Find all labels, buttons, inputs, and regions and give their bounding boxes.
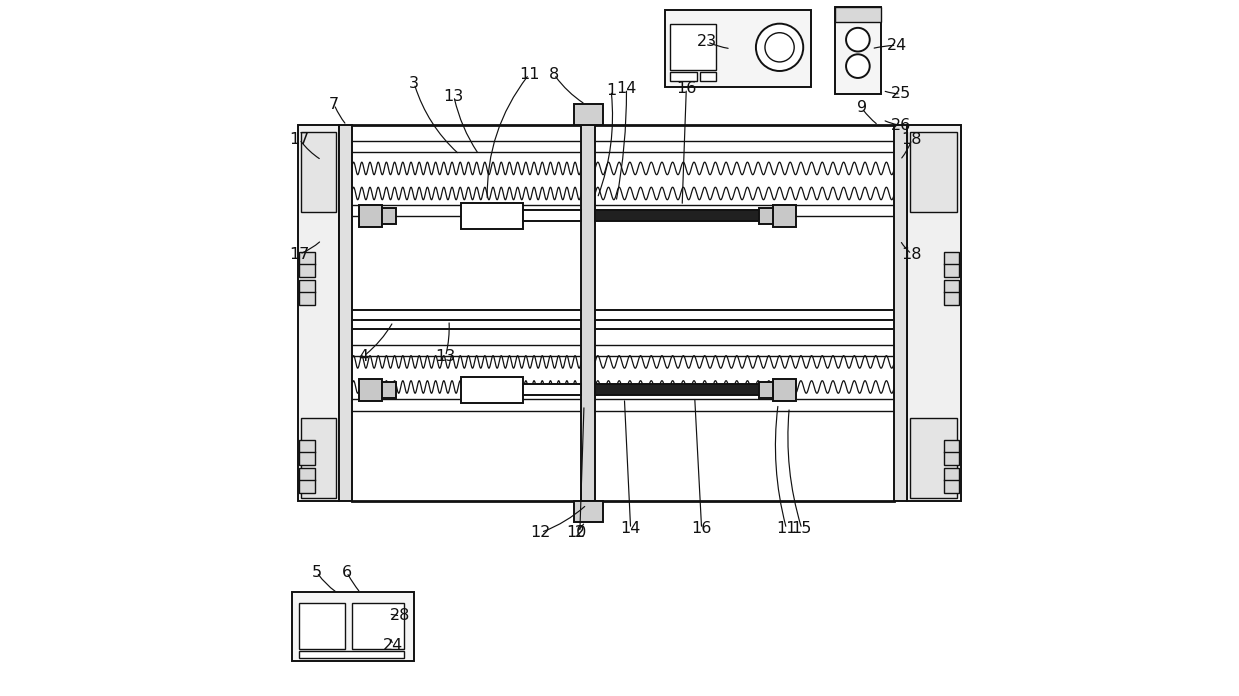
- Bar: [300, 280, 315, 305]
- Text: 18: 18: [902, 246, 922, 262]
- Bar: [523, 210, 581, 221]
- Text: 11: 11: [777, 521, 797, 537]
- Bar: [382, 208, 395, 223]
- Bar: [339, 125, 352, 501]
- Bar: [301, 418, 336, 498]
- Text: 13: 13: [444, 88, 463, 104]
- Text: 3: 3: [409, 76, 419, 91]
- Bar: [461, 377, 523, 403]
- Text: 13: 13: [435, 349, 456, 364]
- Text: 24: 24: [383, 638, 404, 653]
- Bar: [358, 379, 382, 401]
- Circle shape: [756, 24, 803, 71]
- Bar: [581, 125, 595, 501]
- Bar: [382, 382, 395, 397]
- Circle shape: [846, 28, 870, 52]
- Text: 12: 12: [530, 525, 551, 540]
- Bar: [944, 468, 959, 493]
- Text: 4: 4: [358, 349, 368, 364]
- Bar: [352, 603, 404, 649]
- Text: 17: 17: [289, 246, 310, 262]
- Bar: [773, 379, 795, 401]
- Bar: [835, 7, 881, 22]
- Text: 16: 16: [676, 81, 696, 96]
- Circle shape: [764, 33, 794, 62]
- Bar: [358, 205, 382, 227]
- Text: 15: 15: [792, 521, 812, 537]
- Text: 9: 9: [856, 100, 867, 116]
- Bar: [300, 651, 404, 658]
- Bar: [670, 72, 696, 81]
- Bar: [895, 125, 907, 501]
- Text: 2: 2: [575, 525, 585, 540]
- Text: 6: 6: [342, 564, 352, 580]
- Bar: [300, 603, 344, 649]
- Text: 17: 17: [289, 132, 310, 147]
- Bar: [595, 210, 773, 221]
- Bar: [700, 72, 716, 81]
- Text: 10: 10: [566, 525, 586, 540]
- Bar: [760, 382, 773, 397]
- Bar: [760, 208, 773, 223]
- Text: 24: 24: [886, 38, 907, 53]
- Circle shape: [846, 54, 870, 78]
- Text: 14: 14: [621, 521, 641, 537]
- Bar: [461, 203, 523, 229]
- Bar: [574, 501, 603, 522]
- Text: 26: 26: [891, 118, 911, 133]
- Bar: [523, 384, 581, 395]
- Bar: [300, 440, 315, 465]
- Text: 11: 11: [519, 67, 539, 82]
- Text: 16: 16: [691, 521, 712, 537]
- Bar: [292, 592, 414, 661]
- Bar: [297, 125, 339, 501]
- Bar: [301, 132, 336, 212]
- Bar: [300, 468, 315, 493]
- Bar: [665, 10, 810, 87]
- Bar: [595, 384, 773, 395]
- Bar: [835, 7, 881, 94]
- Bar: [911, 418, 957, 498]
- Text: 23: 23: [698, 34, 717, 49]
- Bar: [670, 24, 716, 70]
- Text: 18: 18: [902, 132, 922, 147]
- Bar: [907, 125, 960, 501]
- Bar: [773, 205, 795, 227]
- Bar: [944, 280, 959, 305]
- Bar: [574, 104, 603, 125]
- Text: 1: 1: [606, 83, 616, 98]
- Text: 8: 8: [549, 67, 559, 82]
- Text: 5: 5: [312, 564, 322, 580]
- Bar: [911, 132, 957, 212]
- Bar: [944, 252, 959, 277]
- Text: 14: 14: [616, 81, 637, 96]
- Text: 28: 28: [390, 608, 410, 624]
- Bar: [300, 252, 315, 277]
- Bar: [944, 440, 959, 465]
- Text: 7: 7: [330, 97, 339, 112]
- Text: 25: 25: [891, 86, 911, 102]
